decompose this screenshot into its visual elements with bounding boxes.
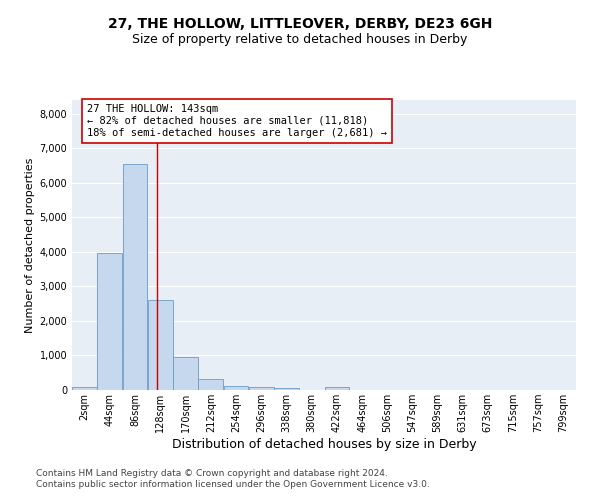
Bar: [325, 387, 349, 390]
Bar: [148, 300, 173, 390]
X-axis label: Distribution of detached houses by size in Derby: Distribution of detached houses by size …: [172, 438, 476, 451]
Bar: [274, 388, 299, 390]
Bar: [72, 387, 97, 390]
Text: Contains public sector information licensed under the Open Government Licence v3: Contains public sector information licen…: [36, 480, 430, 489]
Y-axis label: Number of detached properties: Number of detached properties: [25, 158, 35, 332]
Bar: [224, 386, 248, 390]
Text: 27 THE HOLLOW: 143sqm
← 82% of detached houses are smaller (11,818)
18% of semi-: 27 THE HOLLOW: 143sqm ← 82% of detached …: [87, 104, 387, 138]
Text: Contains HM Land Registry data © Crown copyright and database right 2024.: Contains HM Land Registry data © Crown c…: [36, 468, 388, 477]
Text: 27, THE HOLLOW, LITTLEOVER, DERBY, DE23 6GH: 27, THE HOLLOW, LITTLEOVER, DERBY, DE23 …: [108, 18, 492, 32]
Bar: [199, 379, 223, 390]
Bar: [123, 164, 148, 390]
Bar: [97, 252, 122, 390]
Bar: [249, 386, 274, 390]
Bar: [173, 357, 198, 390]
Text: Size of property relative to detached houses in Derby: Size of property relative to detached ho…: [133, 32, 467, 46]
